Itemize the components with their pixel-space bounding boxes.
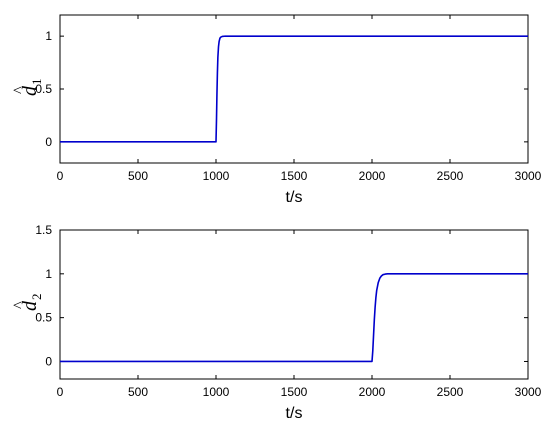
x-tick-label: 2500 <box>437 385 464 399</box>
x-ticks: 0 500 1000 1500 2000 2500 3000 <box>57 15 542 183</box>
y-tick-label: 0.5 <box>35 82 52 96</box>
x-ticks: 0 500 1000 1500 2000 2500 3000 <box>57 230 542 399</box>
x-tick-label: 3000 <box>515 169 542 183</box>
x-tick-label: 0 <box>57 385 64 399</box>
y-axis-label-subscript: 1 <box>29 79 44 86</box>
series-line <box>60 35 528 143</box>
y-tick-label: 0.5 <box>35 311 52 325</box>
plot-area-frame <box>59 14 529 164</box>
series-group <box>60 273 528 363</box>
x-tick-label: 0 <box>57 169 64 183</box>
x-axis-label: t/s <box>286 405 303 422</box>
plot-area-frame <box>59 229 529 380</box>
x-tick-label: 1000 <box>203 385 230 399</box>
y-axis-label-hat: ^ <box>11 301 28 309</box>
x-tick-label: 2000 <box>359 169 386 183</box>
x-tick-label: 1000 <box>203 169 230 183</box>
y-axis-label-hat: ^ <box>11 86 28 94</box>
y-axis-label-subscript: 2 <box>29 294 44 301</box>
y-axis-label-symbol: d <box>19 85 41 96</box>
y-tick-label: 1.5 <box>35 223 52 237</box>
y-tick-label: 1 <box>45 267 52 281</box>
x-tick-label: 500 <box>128 169 148 183</box>
y-tick-label: 0 <box>45 354 52 368</box>
y-axis-label-symbol: d <box>19 300 41 311</box>
series-group <box>60 35 528 143</box>
y-tick-label: 1 <box>45 29 52 43</box>
y-tick-label: 0 <box>45 135 52 149</box>
x-tick-label: 500 <box>128 385 148 399</box>
subplot-d1: 0 500 1000 1500 2000 2500 3000 00.51 t/s d 1 ^ <box>11 14 542 206</box>
x-tick-label: 1500 <box>281 385 308 399</box>
y-axis-label: d 2 ^ <box>11 294 44 312</box>
y-ticks: 0 0.5 1 1.5 <box>35 223 528 368</box>
x-tick-label: 2500 <box>437 169 464 183</box>
x-tick-label: 2000 <box>359 385 386 399</box>
series-line <box>60 273 528 363</box>
x-axis-label: t/s <box>286 189 303 206</box>
y-axis-label: d 1 ^ <box>11 79 44 97</box>
x-tick-label: 1500 <box>281 169 308 183</box>
x-tick-label: 3000 <box>515 385 542 399</box>
subplot-d2: 0 500 1000 1500 2000 2500 3000 0 0.5 1 1.5 t/s d … <box>11 223 542 422</box>
